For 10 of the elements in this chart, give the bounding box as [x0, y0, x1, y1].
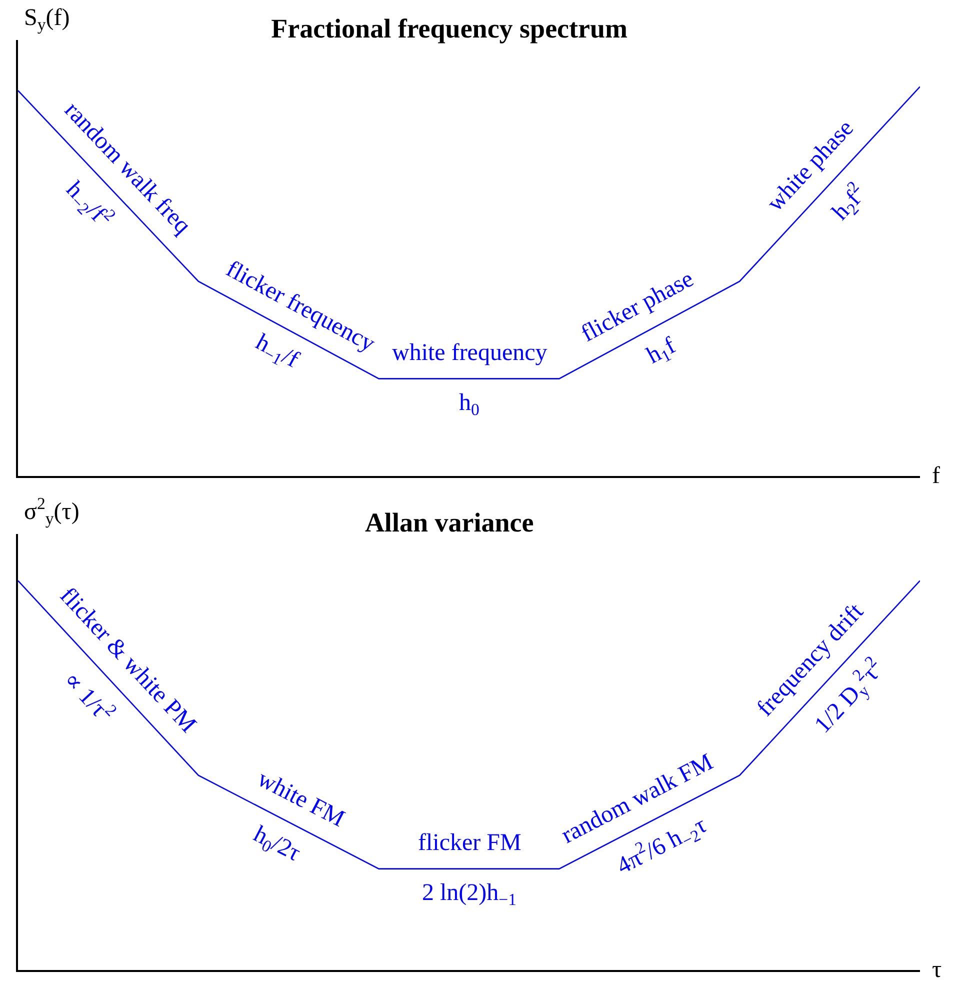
y-axis-title: S$_{y}$(f) — [24, 5, 70, 34]
annotation: white frequency — [392, 340, 548, 366]
annotation: h$_{0}$ — [459, 390, 480, 420]
chart-title: Allan variance — [364, 507, 534, 538]
annotation: flicker FM — [418, 830, 522, 856]
annotation: 2 ln(2)h$_{−1}$ — [422, 880, 517, 910]
x-axis-title: τ — [932, 957, 942, 983]
x-axis-title: f — [932, 463, 940, 489]
y-axis-title: σ$^{2}$$_{y}$(τ) — [24, 494, 80, 528]
chart-title: Fractional frequency spectrum — [271, 13, 628, 44]
